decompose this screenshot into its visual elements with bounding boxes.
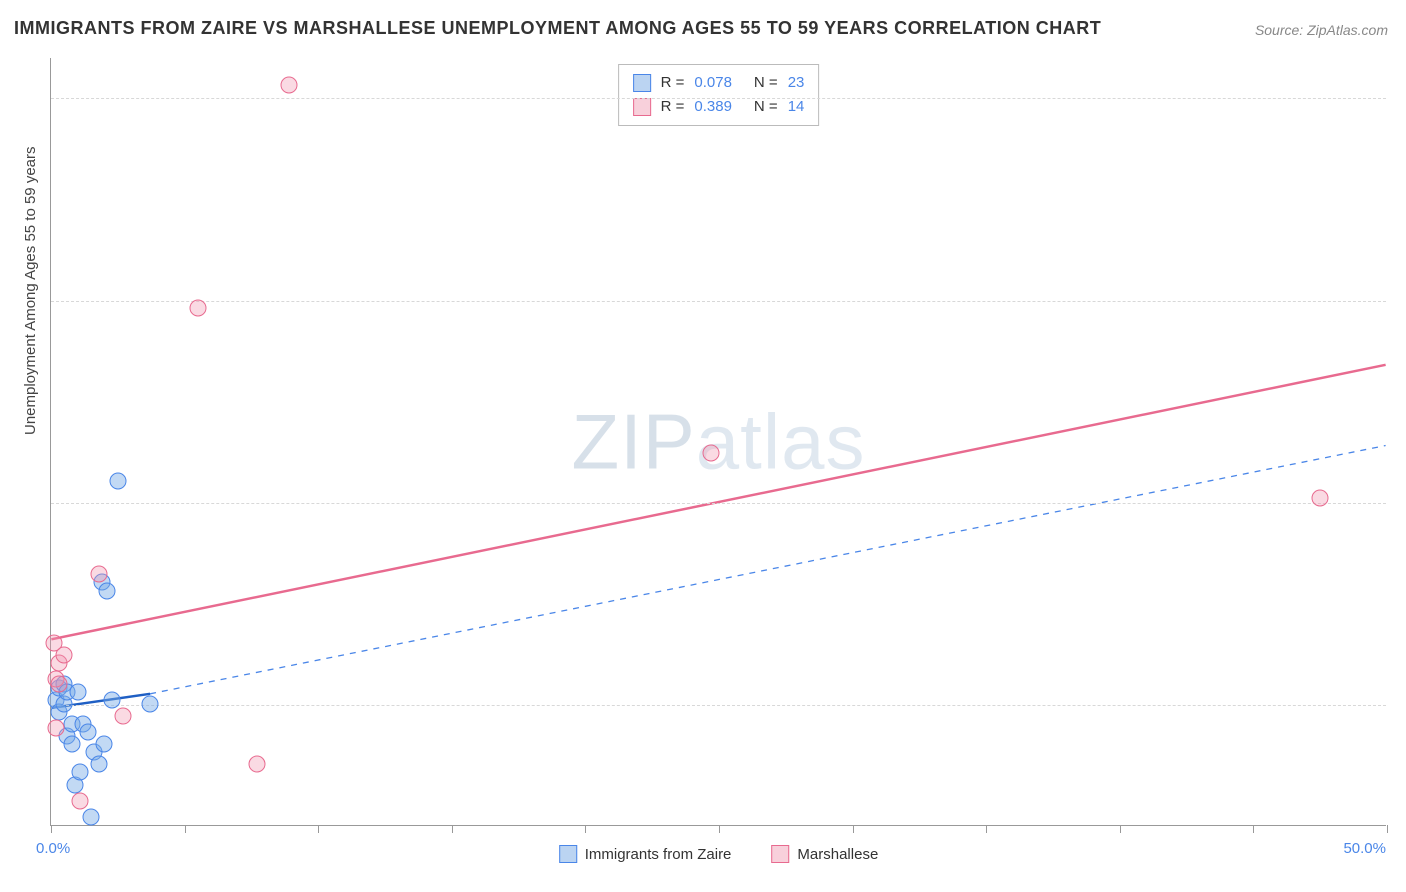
scatter-point-marshallese (72, 792, 89, 809)
source-attribution: Source: ZipAtlas.com (1255, 22, 1388, 38)
x-tick (853, 825, 854, 833)
grid-line (51, 503, 1386, 504)
x-tick (1120, 825, 1121, 833)
legend-bottom: Immigrants from Zaire Marshallese (559, 845, 879, 863)
scatter-point-zaire (72, 764, 89, 781)
scatter-point-marshallese (248, 756, 265, 773)
legend-label-zaire: Immigrants from Zaire (585, 846, 732, 863)
x-tick (452, 825, 453, 833)
scatter-point-marshallese (280, 77, 297, 94)
scatter-point-marshallese (56, 647, 73, 664)
x-origin-label: 0.0% (36, 840, 70, 857)
x-tick (1253, 825, 1254, 833)
trend-line (150, 446, 1386, 694)
scatter-point-zaire (96, 736, 113, 753)
legend-label-marshallese: Marshallese (797, 846, 878, 863)
scatter-point-zaire (83, 808, 100, 825)
swatch-blue-icon (559, 845, 577, 863)
x-tick (585, 825, 586, 833)
scatter-point-marshallese (115, 707, 132, 724)
grid-line (51, 98, 1386, 99)
scatter-point-zaire (91, 756, 108, 773)
scatter-point-zaire (80, 724, 97, 741)
x-tick (51, 825, 52, 833)
scatter-point-zaire (69, 683, 86, 700)
legend-item-marshallese: Marshallese (771, 845, 878, 863)
y-axis-label: Unemployment Among Ages 55 to 59 years (22, 146, 39, 435)
scatter-point-zaire (104, 691, 121, 708)
x-tick (318, 825, 319, 833)
grid-line (51, 301, 1386, 302)
swatch-pink-icon (771, 845, 789, 863)
chart-title: IMMIGRANTS FROM ZAIRE VS MARSHALLESE UNE… (14, 18, 1101, 39)
scatter-point-marshallese (189, 299, 206, 316)
scatter-point-marshallese (48, 720, 65, 737)
x-tick (986, 825, 987, 833)
x-max-label: 50.0% (1343, 840, 1386, 857)
legend-item-zaire: Immigrants from Zaire (559, 845, 732, 863)
scatter-point-marshallese (1312, 489, 1329, 506)
grid-line (51, 705, 1386, 706)
scatter-point-zaire (141, 695, 158, 712)
x-tick (1387, 825, 1388, 833)
scatter-point-marshallese (51, 675, 68, 692)
scatter-point-zaire (99, 582, 116, 599)
scatter-point-zaire (64, 736, 81, 753)
plot-area: ZIPatlas R = 0.078 N = 23 R = 0.389 N = … (50, 58, 1386, 826)
x-tick (719, 825, 720, 833)
scatter-point-zaire (109, 473, 126, 490)
scatter-point-marshallese (702, 445, 719, 462)
scatter-point-marshallese (91, 566, 108, 583)
x-tick (185, 825, 186, 833)
trend-lines-layer (51, 58, 1386, 825)
